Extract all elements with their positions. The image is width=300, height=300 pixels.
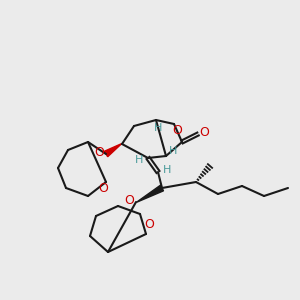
Text: H: H	[163, 165, 171, 175]
Text: O: O	[94, 146, 104, 160]
Text: H: H	[135, 155, 143, 165]
Text: O: O	[98, 182, 108, 196]
Polygon shape	[104, 144, 122, 157]
Text: H: H	[154, 123, 162, 133]
Text: O: O	[172, 124, 182, 136]
Text: O: O	[144, 218, 154, 230]
Text: H: H	[169, 146, 177, 156]
Text: O: O	[199, 127, 209, 140]
Text: O: O	[124, 194, 134, 208]
Polygon shape	[136, 185, 164, 202]
